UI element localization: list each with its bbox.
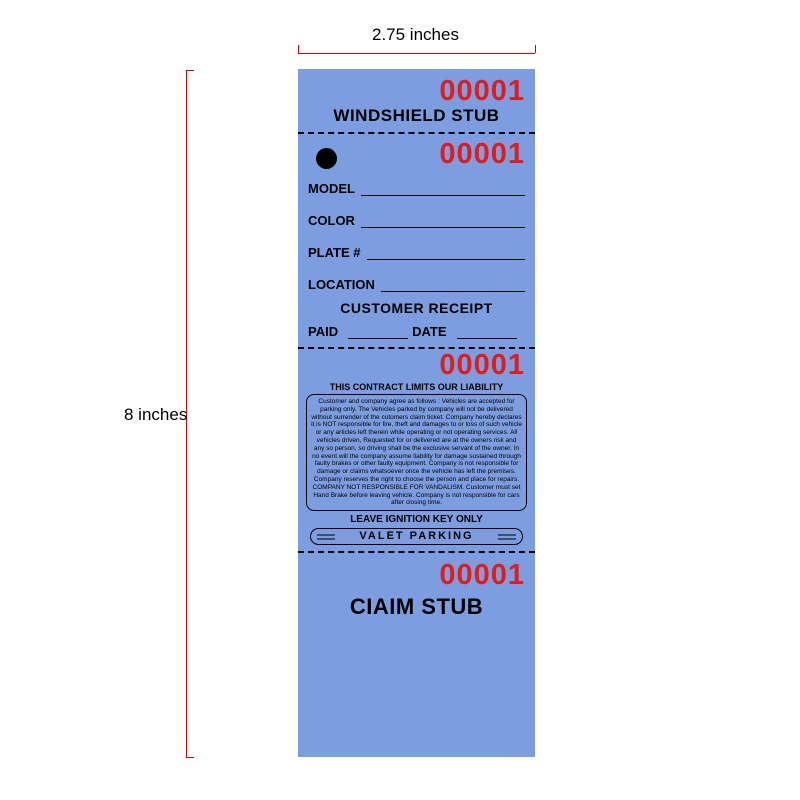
model-field: MODEL [298, 181, 535, 196]
claim-number: 00001 [298, 559, 535, 592]
height-label: 8 inches [124, 405, 187, 425]
contract-section: 00001 THIS CONTRACT LIMITS OUR LIABILITY… [298, 349, 535, 551]
height-rule-tick-bottom [186, 757, 194, 758]
width-rule-tick-right [535, 45, 536, 53]
valet-parking-label: VALET PARKING [359, 530, 473, 542]
date-blank [457, 327, 517, 339]
contract-number: 00001 [298, 351, 535, 380]
width-rule [298, 53, 535, 54]
width-rule-tick-left [298, 45, 299, 53]
claim-title: CIAIM STUB [298, 594, 535, 620]
windshield-number: 00001 [298, 75, 535, 108]
plate-label: PLATE # [308, 245, 361, 260]
width-label: 2.75 inches [372, 25, 459, 45]
contract-heading: THIS CONTRACT LIMITS OUR LIABILITY [298, 382, 535, 392]
diagram-canvas: 2.75 inches 8 inches 00001 WINDSHIELD ST… [0, 0, 800, 800]
color-blank [361, 216, 525, 228]
paid-label: PAID [308, 324, 338, 339]
color-field: COLOR [298, 213, 535, 228]
valet-parking-pill: VALET PARKING [310, 528, 523, 545]
plate-field: PLATE # [298, 245, 535, 260]
date-label: DATE [412, 324, 446, 339]
punch-hole-icon [316, 148, 337, 169]
valet-ticket: 00001 WINDSHIELD STUB 00001 MODEL COLOR … [298, 69, 535, 757]
paid-date-row: PAID DATE [298, 324, 535, 339]
model-blank [361, 184, 525, 196]
location-field: LOCATION [298, 277, 535, 292]
claim-stub-section: 00001 CIAIM STUB [298, 553, 535, 620]
height-rule-tick-top [186, 70, 194, 71]
windshield-title: WINDSHIELD STUB [298, 106, 535, 126]
receipt-title: CUSTOMER RECEIPT [298, 300, 535, 316]
ignition-text: LEAVE IGNITION KEY ONLY [298, 514, 535, 525]
model-label: MODEL [308, 181, 355, 196]
windshield-stub-section: 00001 WINDSHIELD STUB [298, 69, 535, 126]
color-label: COLOR [308, 213, 355, 228]
location-blank [381, 280, 525, 292]
contract-fine-print: Customer and company agree as follows : … [306, 394, 527, 511]
paid-blank [348, 327, 408, 339]
location-label: LOCATION [308, 277, 375, 292]
plate-blank [367, 248, 526, 260]
vehicle-info-section: 00001 MODEL COLOR PLATE # LOCATION CUSTO [298, 134, 535, 347]
